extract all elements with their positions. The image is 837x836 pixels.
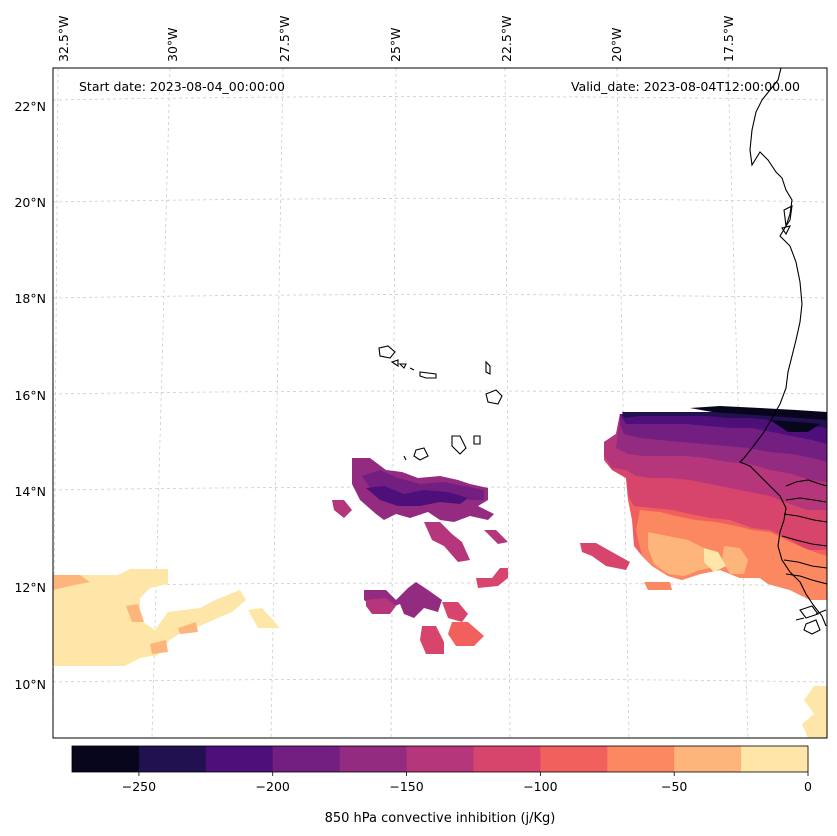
lat-label-10n: 10°N xyxy=(14,677,46,692)
colorbar-swatch xyxy=(205,746,274,772)
lat-label-20n: 20°N xyxy=(14,195,46,210)
colorbar-swatch xyxy=(272,746,341,772)
lon-label-17-5w: 17.5°W xyxy=(721,16,736,62)
lat-label-18n: 18°N xyxy=(14,291,46,306)
colorbar-swatch xyxy=(607,746,675,772)
lon-label-20w: 20°W xyxy=(609,27,624,62)
colorbar-ticks: −250 −200 −150 −100 −50 0 xyxy=(122,772,812,794)
lon-label-25w: 25°W xyxy=(388,27,403,62)
colorbar-swatch xyxy=(540,746,608,772)
valid-date-label: Valid_date: 2023-08-04T12:00:00.00 xyxy=(571,79,800,94)
colorbar-tick-label: −50 xyxy=(661,779,687,794)
colorbar-tick-label: −200 xyxy=(256,779,290,794)
lon-label-30w: 30°W xyxy=(165,27,180,62)
lon-label-32-5w: 32.5°W xyxy=(56,16,71,62)
colorbar-swatch xyxy=(72,746,140,772)
colorbar-swatch xyxy=(339,746,408,772)
colorbar-tick-label: −250 xyxy=(122,779,156,794)
start-date-label: Start date: 2023-08-04_00:00:00 xyxy=(79,79,285,94)
colorbar-swatch xyxy=(138,746,207,772)
lat-label-16n: 16°N xyxy=(14,388,46,403)
colorbar-swatch xyxy=(473,746,541,772)
colorbar-tick-label: 0 xyxy=(804,779,812,794)
longitude-labels: 32.5°W 30°W 27.5°W 25°W 22.5°W 20°W 17.5… xyxy=(56,16,736,62)
colorbar-swatch xyxy=(406,746,474,772)
colorbar-swatch xyxy=(741,746,809,772)
lon-label-27-5w: 27.5°W xyxy=(277,16,292,62)
colorbar-label: 850 hPa convective inhibition (j/Kg) xyxy=(325,811,556,826)
cin-region-west xyxy=(53,569,246,666)
colorbar-frame xyxy=(71,745,809,773)
coastlines xyxy=(378,68,827,635)
colorbar-tick-label: −150 xyxy=(389,779,423,794)
map-panel: Start date: 2023-08-04_00:00:00 Valid_da… xyxy=(52,67,828,739)
lat-label-14n: 14°N xyxy=(14,484,46,499)
lat-label-12n: 12°N xyxy=(14,580,46,595)
lat-label-22n: 22°N xyxy=(14,99,46,114)
latitude-labels: 22°N 20°N 18°N 16°N 14°N 12°N 10°N xyxy=(14,99,46,692)
cin-contours xyxy=(53,406,827,738)
map-frame xyxy=(52,67,828,739)
colorbar: −250 −200 −150 −100 −50 0 850 hPa convective … xyxy=(71,745,812,826)
colorbar-swatch xyxy=(674,746,742,772)
colorbar-swatches xyxy=(72,746,809,772)
colorbar-tick-label: −100 xyxy=(523,779,557,794)
lon-label-22-5w: 22.5°W xyxy=(499,16,514,62)
